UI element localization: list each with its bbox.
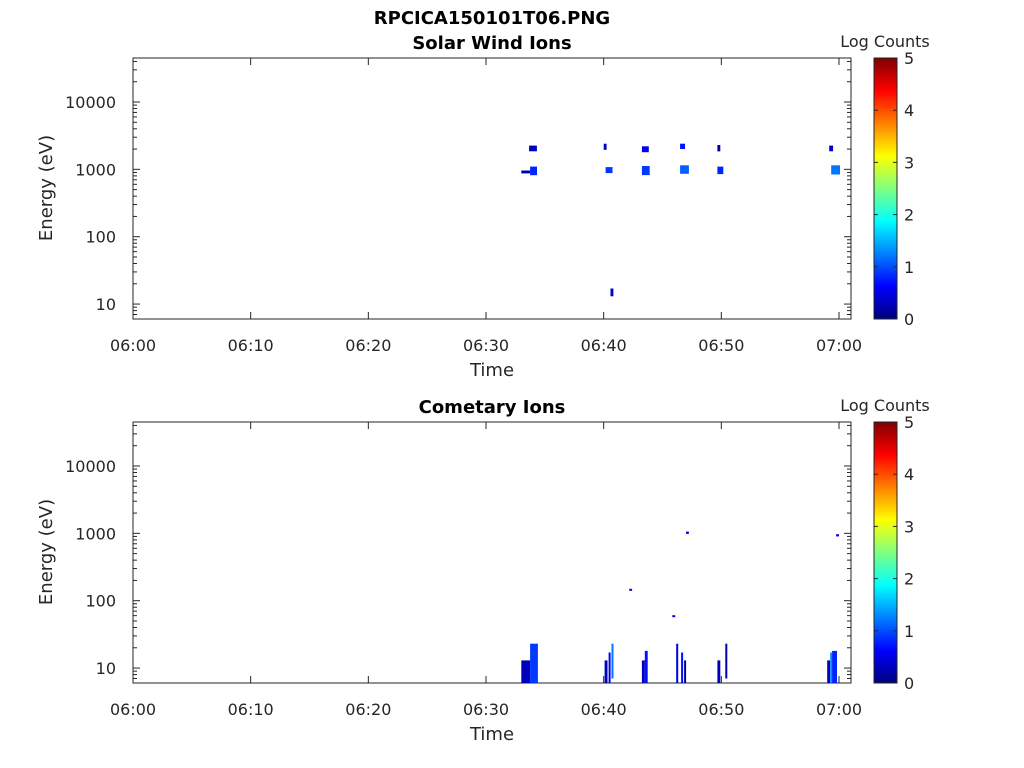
heatmap-cell [684,660,687,683]
heatmap-cell [829,145,834,152]
y-tick-label: 10 [96,295,116,314]
heatmap-cell [831,165,840,175]
x-axis: 06:00 06:10 06:20 06:30 06:40 06:50 07:00 [110,58,862,355]
heatmap-cell [686,531,689,534]
colorbar-label: Log Counts [840,396,930,415]
x-axis: 06:00 06:10 06:20 06:30 06:40 06:50 07:00 [110,422,862,719]
panel-solar-wind: Solar Wind Ions 06:00 06:10 06:20 06:30 06:4… [36,32,930,381]
heatmap-cell [608,652,611,683]
y-tick-label: 10000 [65,93,116,112]
y-tick-label: 100 [85,592,116,611]
colorbar-tick-label: 3 [904,153,914,172]
x-tick-label: 06:10 [228,700,274,719]
heatmap-cell [530,643,538,683]
y-tick-label: 10 [96,659,116,678]
heatmap-cell [680,143,685,149]
heatmap-cell [717,166,724,175]
colorbar-tick-label: 1 [904,622,914,641]
colorbar-label: Log Counts [840,32,930,51]
heatmap-cells [521,143,840,297]
heatmap-cell [521,170,531,174]
heatmap-cell [681,652,684,683]
y-axis: 10 100 1000 10000 [65,424,851,684]
y-axis-label: Energy (eV) [36,499,57,605]
heatmap-cell [610,288,614,297]
colorbar-tick-label: 3 [904,517,914,536]
colorbar-tick-label: 2 [904,206,914,225]
x-tick-label: 06:40 [581,336,627,355]
x-tick-label: 06:20 [345,700,391,719]
heatmap-cell [717,145,721,152]
x-tick-label: 06:30 [463,700,509,719]
heatmap-cell [641,166,650,176]
colorbar-tick-label: 0 [904,674,914,693]
x-tick-label: 06:00 [110,336,156,355]
figure-title: RPCICA150101T06.PNG [374,8,610,29]
x-tick-label: 06:50 [698,700,744,719]
heatmap-cell [830,652,833,683]
heatmap-cell [641,146,649,153]
y-tick-label: 10000 [65,457,116,476]
colorbar-tick-label: 0 [904,310,914,329]
panel-title: Cometary Ions [419,397,566,418]
heatmap-cell [604,660,608,683]
x-axis-label: Time [469,724,514,745]
x-tick-label: 07:00 [816,700,862,719]
colorbar-tick-label: 4 [904,101,914,120]
heatmap-cell [605,167,613,174]
x-tick-label: 06:10 [228,336,274,355]
heatmap-cells [521,531,839,683]
x-axis-label: Time [469,360,514,381]
panel-cometary: Cometary Ions 06:00 06:10 06:20 06:30 06:40 0… [36,396,930,745]
heatmap-cell [603,143,607,150]
colorbar-tick-label: 5 [904,49,914,68]
colorbar-tick-label: 2 [904,570,914,589]
plot-area [132,57,852,320]
colorbar-gradient [873,57,898,320]
panel-title: Solar Wind Ions [412,33,571,54]
y-axis: 10 100 1000 10000 [65,60,851,320]
x-tick-label: 06:30 [463,336,509,355]
x-tick-label: 07:00 [816,336,862,355]
heatmap-cell [676,643,679,683]
plot-area [132,421,852,684]
colorbar-tick-label: 1 [904,258,914,277]
x-tick-label: 06:00 [110,700,156,719]
heatmap-cell [717,660,721,683]
colorbar: Log Counts 0 1 2 3 4 5 [840,32,930,329]
heatmap-cell [530,166,537,176]
heatmap-cell [827,660,831,683]
y-axis-label: Energy (eV) [36,135,57,241]
y-tick-label: 100 [85,228,116,247]
heatmap-cell [832,650,837,683]
y-tick-label: 1000 [75,160,116,179]
x-tick-label: 06:50 [698,336,744,355]
heatmap-cell [629,588,633,591]
heatmap-cell [836,534,839,537]
heatmap-cell [611,643,614,679]
heatmap-cell [521,660,531,683]
heatmap-cell [644,650,648,683]
heatmap-cell [529,145,537,152]
heatmap-cell [680,165,689,174]
heatmap-cell [641,660,645,683]
colorbar-tick-label: 4 [904,465,914,484]
x-tick-label: 06:20 [345,336,391,355]
colorbar-gradient [873,421,898,684]
y-tick-label: 1000 [75,524,116,543]
heatmap-cell [725,643,728,679]
x-tick-label: 06:40 [581,700,627,719]
colorbar-tick-label: 5 [904,413,914,432]
colorbar: Log Counts 0 1 2 3 4 5 [840,396,930,693]
heatmap-cell [672,615,676,618]
